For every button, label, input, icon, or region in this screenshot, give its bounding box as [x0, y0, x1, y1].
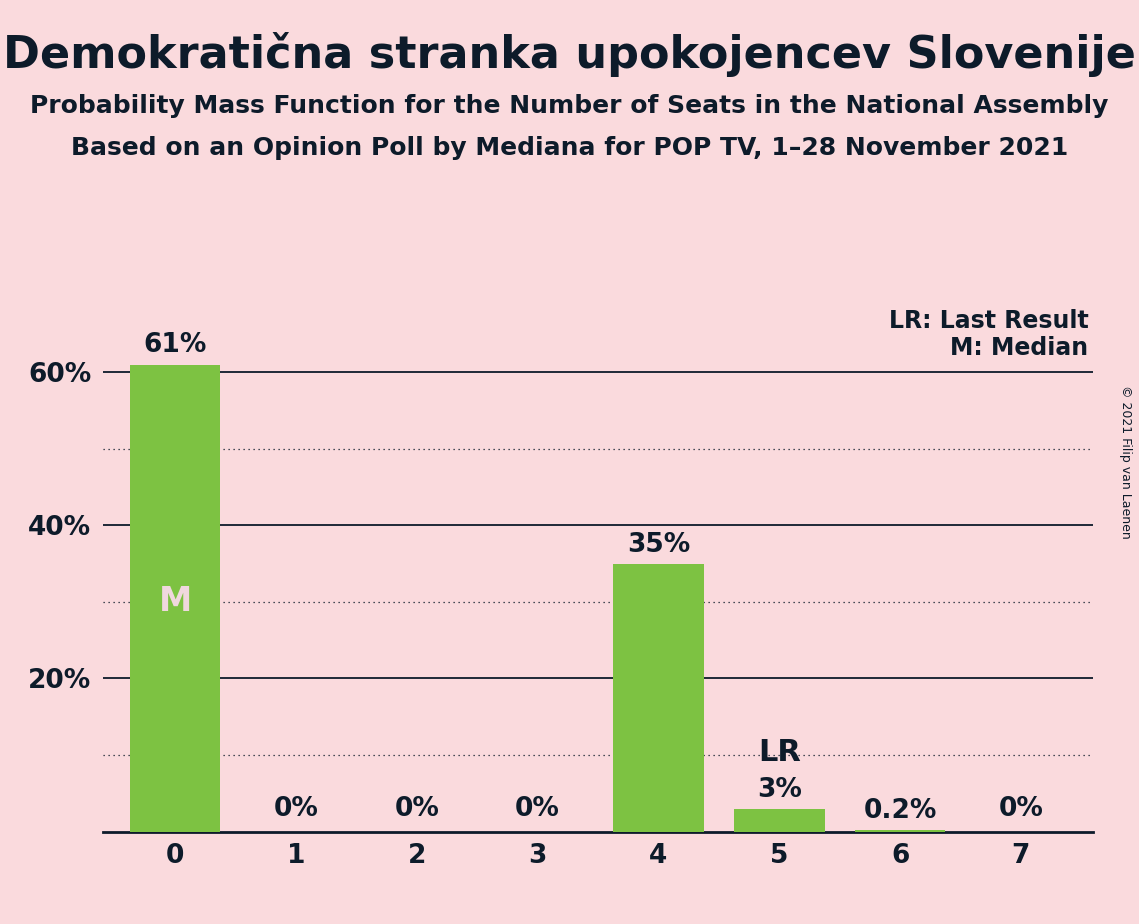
Bar	[613, 564, 704, 832]
Text: 61%: 61%	[144, 333, 206, 359]
Text: 3%: 3%	[756, 776, 802, 803]
Bar	[130, 365, 220, 832]
Text: Probability Mass Function for the Number of Seats in the National Assembly: Probability Mass Function for the Number…	[31, 94, 1108, 118]
Text: Demokratična stranka upokojencev Slovenije: Demokratična stranka upokojencev Sloveni…	[3, 32, 1136, 78]
Bar	[854, 830, 945, 832]
Text: 0%: 0%	[273, 796, 318, 822]
Text: LR: Last Result: LR: Last Result	[888, 310, 1089, 333]
Text: © 2021 Filip van Laenen: © 2021 Filip van Laenen	[1118, 385, 1132, 539]
Text: M: Median: M: Median	[950, 336, 1089, 359]
Bar	[734, 808, 825, 832]
Text: 0%: 0%	[999, 796, 1043, 822]
Text: LR: LR	[757, 737, 801, 767]
Text: M: M	[158, 586, 191, 618]
Text: 0.2%: 0.2%	[863, 798, 936, 824]
Text: 35%: 35%	[626, 531, 690, 557]
Text: Based on an Opinion Poll by Mediana for POP TV, 1–28 November 2021: Based on an Opinion Poll by Mediana for …	[71, 136, 1068, 160]
Text: 0%: 0%	[394, 796, 440, 822]
Text: 0%: 0%	[515, 796, 560, 822]
